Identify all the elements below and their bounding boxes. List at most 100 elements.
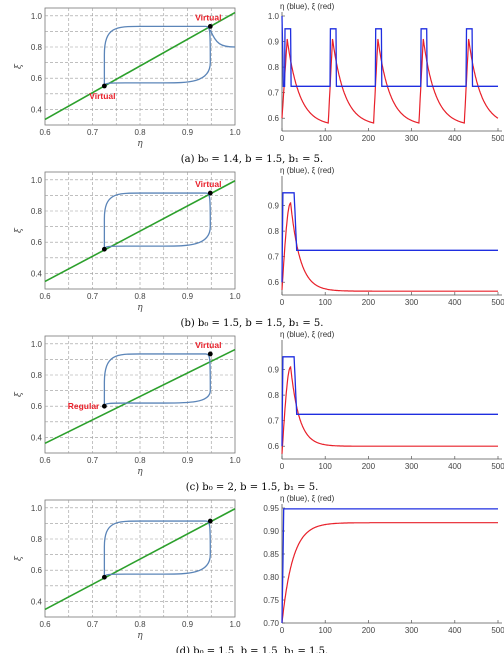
y-tick-label: 0.8 bbox=[268, 63, 280, 72]
timeseries-plot: η (blue), ξ (red) 0 100 200 300 400 500 0.6 0.7 0… bbox=[268, 330, 504, 471]
y-tick-label: 0.8 bbox=[268, 391, 280, 400]
y-axis-label: ξ bbox=[14, 555, 24, 561]
point-label: Virtual bbox=[195, 179, 221, 189]
diagonal-line bbox=[44, 180, 236, 283]
point-label: Virtual bbox=[89, 91, 115, 101]
x-tick-label: 200 bbox=[362, 134, 376, 143]
diagonal-line bbox=[44, 508, 236, 611]
x-tick-label: 100 bbox=[319, 626, 333, 635]
trajectory-tail bbox=[209, 29, 236, 48]
xi-series-line bbox=[281, 365, 498, 454]
x-tick-label: 1.0 bbox=[229, 620, 241, 629]
xi-series-line bbox=[281, 522, 498, 624]
equilibrium-point bbox=[207, 190, 213, 196]
x-tick-label: 0.7 bbox=[87, 456, 99, 465]
x-tick-label: 500 bbox=[491, 134, 504, 143]
panel-d: 0.6 0.7 0.8 0.9 1.0 0.4 0.6 0.8 1.0 η ξ η (blue), ξ… bbox=[14, 494, 504, 653]
trajectory-curve bbox=[103, 520, 211, 578]
x-tick-label: 0.9 bbox=[182, 620, 194, 629]
x-tick-label: 0.7 bbox=[87, 292, 99, 301]
x-tick-label: 100 bbox=[319, 134, 333, 143]
x-tick-label: 0 bbox=[280, 134, 285, 143]
y-tick-label: 1.0 bbox=[31, 176, 43, 185]
y-tick-label: 0.95 bbox=[263, 504, 279, 513]
point-label: Virtual bbox=[195, 340, 221, 350]
y-tick-label: 1.0 bbox=[31, 340, 43, 349]
panel-caption: (c) b₀ = 2, b = 1.5, b₁ = 5. bbox=[186, 482, 319, 493]
y-tick-label: 1.0 bbox=[31, 504, 43, 513]
y-tick-label: 0.8 bbox=[31, 43, 43, 52]
x-tick-label: 0.6 bbox=[39, 620, 51, 629]
y-tick-label: 0.8 bbox=[268, 227, 280, 236]
y-tick-label: 0.9 bbox=[268, 366, 280, 375]
x-tick-label: 0.8 bbox=[134, 456, 146, 465]
phase-plot: 0.6 0.7 0.8 0.9 1.0 0.4 0.6 0.8 1.0 η ξ Virtual Virt… bbox=[14, 7, 241, 149]
x-tick-label: 1.0 bbox=[229, 292, 241, 301]
x-tick-label: 0.9 bbox=[182, 292, 194, 301]
y-tick-label: 0.4 bbox=[31, 269, 43, 278]
xi-series-line bbox=[281, 38, 499, 124]
timeseries-title: η (blue), ξ (red) bbox=[280, 166, 335, 175]
x-tick-label: 0.7 bbox=[87, 128, 99, 137]
x-tick-label: 1.0 bbox=[229, 128, 241, 137]
y-tick-label: 0.9 bbox=[268, 202, 280, 211]
x-tick-label: 0.8 bbox=[134, 128, 146, 137]
y-tick-label: 0.6 bbox=[268, 278, 280, 287]
diagonal-line bbox=[44, 348, 236, 445]
x-tick-label: 500 bbox=[491, 298, 504, 307]
equilibrium-point bbox=[101, 83, 107, 89]
y-tick-label: 0.7 bbox=[268, 89, 280, 98]
panel-caption: (b) b₀ = 1.5, b = 1.5, b₁ = 5. bbox=[181, 318, 324, 329]
equilibrium-point bbox=[101, 246, 107, 252]
y-tick-label: 0.6 bbox=[31, 238, 43, 247]
x-tick-label: 1.0 bbox=[229, 456, 241, 465]
x-tick-label: 500 bbox=[491, 626, 504, 635]
timeseries-plot: η (blue), ξ (red) 0 100 200 300 400 500 0.70 0.7… bbox=[263, 494, 504, 635]
x-tick-label: 200 bbox=[362, 462, 376, 471]
y-tick-label: 0.7 bbox=[268, 417, 280, 426]
equilibrium-point bbox=[207, 351, 213, 357]
y-tick-label: 1.0 bbox=[31, 12, 43, 21]
x-tick-label: 0 bbox=[280, 298, 285, 307]
x-tick-label: 400 bbox=[448, 134, 462, 143]
y-tick-label: 0.80 bbox=[263, 573, 279, 582]
y-tick-label: 0.6 bbox=[31, 566, 43, 575]
y-tick-label: 0.4 bbox=[31, 597, 43, 606]
y-tick-label: 0.8 bbox=[31, 535, 43, 544]
panel-caption: (a) b₀ = 1.4, b = 1.5, b₁ = 5. bbox=[181, 154, 323, 165]
y-tick-label: 0.6 bbox=[268, 114, 280, 123]
x-tick-label: 400 bbox=[448, 462, 462, 471]
trajectory-curve bbox=[103, 25, 211, 87]
panel-a: 0.6 0.7 0.8 0.9 1.0 0.4 0.6 0.8 1.0 η ξ Virtual Virt… bbox=[14, 2, 504, 165]
x-tick-label: 0.9 bbox=[182, 128, 194, 137]
equilibrium-point bbox=[101, 403, 107, 409]
phase-plot: 0.6 0.7 0.8 0.9 1.0 0.4 0.6 0.8 1.0 η ξ Regular Virt… bbox=[14, 335, 241, 477]
x-tick-label: 200 bbox=[362, 626, 376, 635]
x-tick-label: 200 bbox=[362, 298, 376, 307]
x-axis-label: η bbox=[137, 303, 143, 313]
eta-series-line bbox=[281, 15, 498, 87]
y-axis-label: ξ bbox=[14, 227, 24, 233]
x-tick-label: 100 bbox=[319, 462, 333, 471]
x-tick-label: 0.6 bbox=[39, 292, 51, 301]
y-tick-label: 1.0 bbox=[268, 12, 280, 21]
y-tick-label: 0.70 bbox=[263, 619, 279, 628]
x-tick-label: 300 bbox=[405, 462, 419, 471]
x-tick-label: 100 bbox=[319, 298, 333, 307]
xi-series-line bbox=[281, 201, 498, 292]
y-tick-label: 0.7 bbox=[268, 253, 280, 262]
y-tick-label: 0.8 bbox=[31, 371, 43, 380]
timeseries-title: η (blue), ξ (red) bbox=[280, 2, 335, 11]
y-tick-label: 0.4 bbox=[31, 105, 43, 114]
panel-c: 0.6 0.7 0.8 0.9 1.0 0.4 0.6 0.8 1.0 η ξ Regular Virt… bbox=[14, 330, 504, 493]
y-axis-label: ξ bbox=[14, 391, 24, 397]
point-label: Regular bbox=[68, 401, 100, 411]
x-tick-label: 0 bbox=[280, 626, 285, 635]
x-tick-label: 0.7 bbox=[87, 620, 99, 629]
eta-series-line bbox=[281, 192, 498, 283]
x-tick-label: 0 bbox=[280, 462, 285, 471]
timeseries-title: η (blue), ξ (red) bbox=[280, 330, 335, 339]
x-tick-label: 500 bbox=[491, 462, 504, 471]
